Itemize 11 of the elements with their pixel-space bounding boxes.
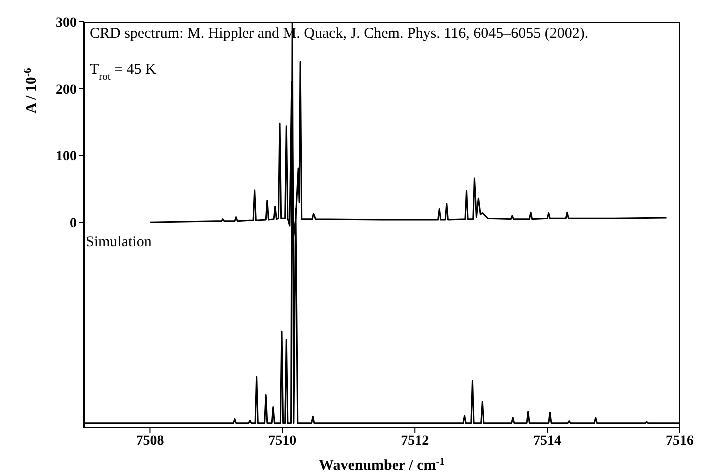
annotation: Simulation: [86, 234, 152, 251]
x-tick-label: 7510: [268, 434, 297, 449]
y-tick-label: 300: [56, 16, 77, 31]
annotation: T$_{rot}$ = 45 K: [90, 62, 157, 82]
y-tick-label: 100: [56, 150, 77, 165]
x-tick-label: 7512: [401, 434, 430, 449]
x-tick-label: 7508: [136, 434, 164, 449]
y-tick-label: 200: [56, 82, 77, 98]
y-tick-label: 0: [70, 216, 77, 232]
x-tick-label: 7514: [534, 434, 562, 449]
x-axis-title: Wavenumber / cm$^{-1}$: [319, 456, 445, 474]
